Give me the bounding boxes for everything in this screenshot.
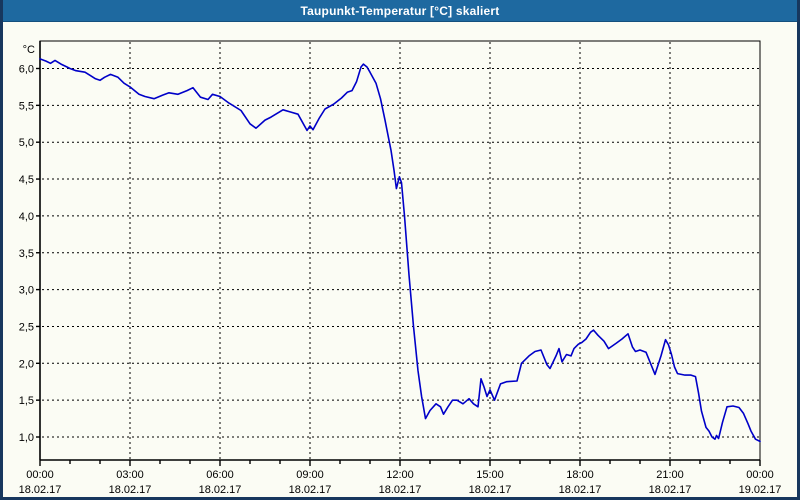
x-tick-time-label: 00:00 xyxy=(26,469,54,481)
gridlines xyxy=(42,42,759,459)
x-tick-date-label: 18.02.17 xyxy=(379,484,422,496)
y-axis-unit-label: °C xyxy=(23,44,35,56)
x-tick-date-label: 18.02.17 xyxy=(289,484,332,496)
x-tick-time-label: 09:00 xyxy=(296,469,324,481)
y-tick-label: 2,5 xyxy=(19,321,34,333)
series-line xyxy=(39,58,761,443)
y-tick-label: 4,5 xyxy=(19,174,34,186)
x-tick-date-label: 18.02.17 xyxy=(19,484,62,496)
x-tick-time-label: 03:00 xyxy=(116,469,144,481)
y-tick-label: 5,0 xyxy=(19,137,34,149)
x-tick-date-label: 18.02.17 xyxy=(469,484,512,496)
x-tick-date-label: 18.02.17 xyxy=(559,484,602,496)
x-tick-time-label: 12:00 xyxy=(386,469,414,481)
x-tick-time-label: 18:00 xyxy=(566,469,594,481)
x-tick-date-label: 18.02.17 xyxy=(199,484,242,496)
axis-labels: °C 6,0 5,5 5,0 4,5 4,0 3,5 3,0 2,5 2,0 1,5 1,0 00:00… xyxy=(19,44,782,496)
x-tick-time-label: 15:00 xyxy=(476,469,504,481)
y-tick-label: 3,0 xyxy=(19,285,34,297)
y-tick-label: 1,5 xyxy=(19,395,34,407)
y-tick-label: 2,0 xyxy=(19,358,34,370)
x-tick-time-label: 06:00 xyxy=(206,469,234,481)
x-tick-date-label: 18.02.17 xyxy=(649,484,692,496)
tick-marks xyxy=(36,67,761,466)
y-tick-label: 4,0 xyxy=(19,211,34,223)
y-tick-label: 5,5 xyxy=(19,100,34,112)
x-tick-date-label: 18.02.17 xyxy=(109,484,152,496)
y-tick-label: 1,0 xyxy=(19,432,34,444)
x-tick-time-label: 00:00 xyxy=(746,469,774,481)
x-tick-time-label: 21:00 xyxy=(656,469,684,481)
line-chart: °C 6,0 5,5 5,0 4,5 4,0 3,5 3,0 2,5 2,0 1,5 1,0 00:00… xyxy=(19,40,782,496)
chart-title: Taupunkt-Temperatur [°C] skaliert xyxy=(300,3,500,18)
chart-area: °C 6,0 5,5 5,0 4,5 4,0 3,5 3,0 2,5 2,0 1,5 1,0 00:00… xyxy=(0,22,800,500)
chart-title-bar: Taupunkt-Temperatur [°C] skaliert xyxy=(0,0,800,22)
y-tick-label: 3,5 xyxy=(19,248,34,260)
y-tick-label: 6,0 xyxy=(19,64,34,76)
x-tick-date-label: 19.02.17 xyxy=(739,484,782,496)
